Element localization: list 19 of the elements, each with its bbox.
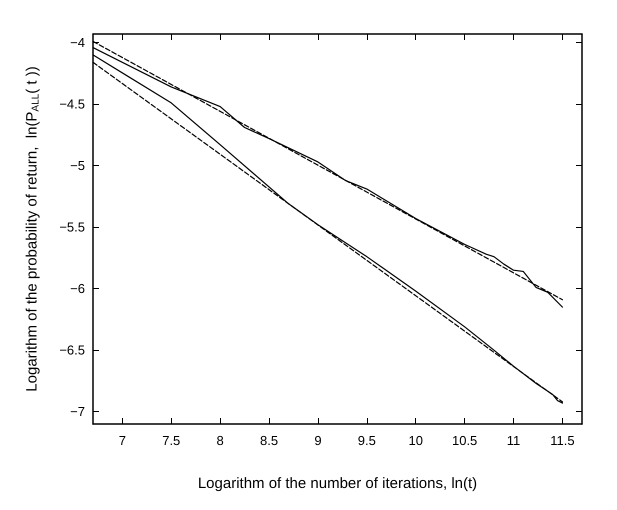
x-tick-label: 9.5 [358,433,376,448]
y-tick-label: −6.5 [59,342,85,358]
x-tick-label: 8.5 [260,433,278,448]
y-tick-label: −4.5 [59,96,85,112]
x-tick-label: 11.5 [550,433,575,448]
y-tick-label: −5.5 [59,220,85,235]
x-tick-label: 8 [216,433,224,448]
x-tick-label: 9 [314,433,322,448]
x-tick-label: 7 [118,433,126,448]
x-tick-label: 11 [506,433,520,448]
y-tick-label: −4 [70,35,85,50]
x-tick-label: 7.5 [162,433,180,448]
x-tick-label: 10 [408,433,423,448]
y-tick-label: −7 [70,404,85,420]
y-tick-label: −6 [70,281,85,296]
y-axis-title: Logarithm of the probability of return, ln(PALL( t )) [24,66,42,392]
x-axis-title: Logarithm of the number of iterations, ln(t) [198,475,478,492]
y-tick-label: −5 [70,158,85,174]
x-tick-label: 10.5 [452,433,478,448]
